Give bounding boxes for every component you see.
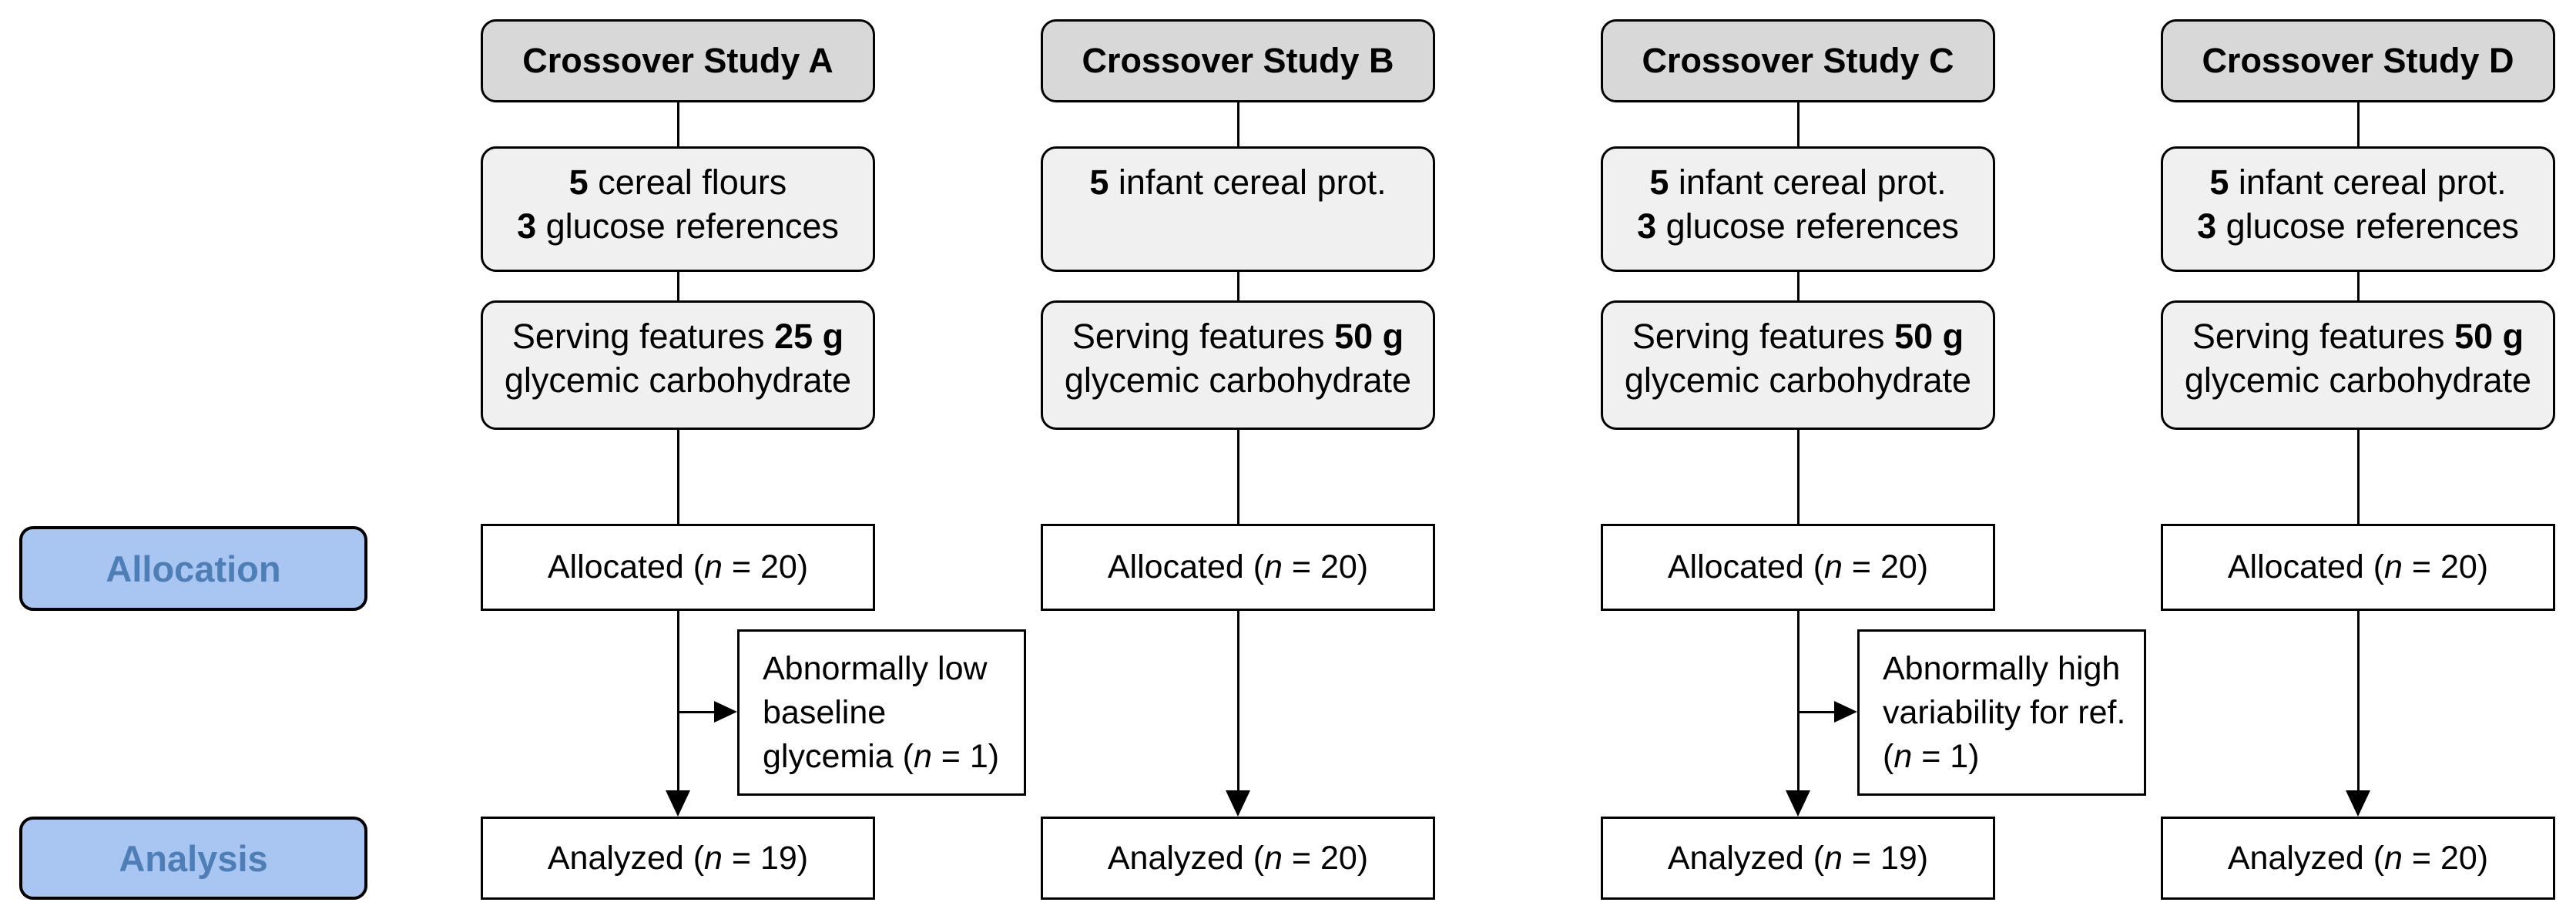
study-c-allocated-box: Allocated (n = 20) <box>1601 524 1995 611</box>
foods-line-2: 3 glucose references <box>1637 206 1959 246</box>
foods-line-1: 5 infant cereal prot. <box>2209 163 2507 202</box>
connector-line <box>1796 611 1800 793</box>
connector-line <box>676 272 679 300</box>
study-a-exclusion-box: Abnormally low baseline glycemia (n = 1) <box>737 629 1026 796</box>
connector-line <box>1236 102 1239 146</box>
study-c-foods-box: 5 infant cereal prot. 3 glucose referenc… <box>1601 146 1995 272</box>
study-c-exclusion-box: Abnormally high variability for ref. (n … <box>1857 629 2146 796</box>
study-d-title-box: Crossover Study D <box>2161 19 2555 102</box>
study-b-serving-box: Serving features 50 g glycemic carbohydr… <box>1041 300 1435 430</box>
exclusion-line-1: Abnormally low <box>763 649 988 687</box>
foods-line-2: 3 glucose references <box>517 206 839 246</box>
stage-label-analysis-text: Analysis <box>119 837 268 879</box>
arrow-right-icon <box>1834 701 1857 723</box>
study-d-column: Crossover Study D 5 infant cereal prot. … <box>2161 0 2555 919</box>
connector-line <box>2356 102 2360 146</box>
allocated-text: Allocated (n = 20) <box>1107 548 1369 585</box>
study-b-title: Crossover Study B <box>1082 41 1394 80</box>
study-c-column: Crossover Study C 5 infant cereal prot. … <box>1601 0 2146 919</box>
serving-line-2: glycemic carbohydrate <box>2184 361 2532 400</box>
connector-line <box>2356 272 2360 300</box>
study-d-allocated-box: Allocated (n = 20) <box>2161 524 2555 611</box>
analyzed-text: Analyzed (n = 20) <box>2227 839 2489 877</box>
foods-line-1: 5 infant cereal prot. <box>1649 163 1947 202</box>
connector-line <box>1236 272 1239 300</box>
allocated-text: Allocated (n = 20) <box>1667 548 1929 585</box>
connector-line <box>2356 430 2360 524</box>
arrow-down-icon <box>1786 790 1810 817</box>
study-b-allocated-box: Allocated (n = 20) <box>1041 524 1435 611</box>
study-d-analyzed-box: Analyzed (n = 20) <box>2161 817 2555 900</box>
study-c-title-box: Crossover Study C <box>1601 19 1995 102</box>
study-b-column: Crossover Study B 5 infant cereal prot. … <box>1041 0 1435 919</box>
study-a-title-box: Crossover Study A <box>481 19 875 102</box>
connector-line <box>1236 430 1239 524</box>
analyzed-text: Analyzed (n = 19) <box>1667 839 1929 877</box>
study-c-analyzed-box: Analyzed (n = 19) <box>1601 817 1995 900</box>
study-a-analyzed-box: Analyzed (n = 19) <box>481 817 875 900</box>
study-d-title: Crossover Study D <box>2202 41 2514 80</box>
exclusion-branch-line <box>1796 711 1836 713</box>
connector-line <box>676 102 679 146</box>
serving-line-1: Serving features 50 g <box>1072 317 1404 356</box>
study-b-title-box: Crossover Study B <box>1041 19 1435 102</box>
stage-label-allocation-text: Allocation <box>106 548 281 589</box>
arrow-down-icon <box>666 790 690 817</box>
connector-line <box>676 611 679 793</box>
study-d-serving-box: Serving features 50 g glycemic carbohydr… <box>2161 300 2555 430</box>
exclusion-line-3: glycemia (n = 1) <box>763 737 1000 775</box>
serving-line-2: glycemic carbohydrate <box>504 361 852 400</box>
arrow-right-icon <box>714 701 737 723</box>
serving-line-2: glycemic carbohydrate <box>1064 361 1412 400</box>
study-a-serving-box: Serving features 25 g glycemic carbohydr… <box>481 300 875 430</box>
allocated-text: Allocated (n = 20) <box>2227 548 2489 585</box>
arrow-down-icon <box>1226 790 1250 817</box>
foods-line-1: 5 cereal flours <box>569 163 787 202</box>
exclusion-branch-line <box>676 711 716 713</box>
connector-line <box>1236 611 1239 793</box>
foods-line-1: 5 infant cereal prot. <box>1089 163 1387 202</box>
serving-line-2: glycemic carbohydrate <box>1624 361 1972 400</box>
serving-line-1: Serving features 25 g <box>512 317 844 356</box>
study-a-title: Crossover Study A <box>522 41 834 80</box>
study-b-foods-box: 5 infant cereal prot. <box>1041 146 1435 272</box>
connector-line <box>1796 102 1800 146</box>
analyzed-text: Analyzed (n = 19) <box>547 839 809 877</box>
study-b-analyzed-box: Analyzed (n = 20) <box>1041 817 1435 900</box>
connector-line <box>2356 611 2360 793</box>
study-a-allocated-box: Allocated (n = 20) <box>481 524 875 611</box>
serving-line-1: Serving features 50 g <box>2192 317 2524 356</box>
exclusion-line-2: variability for ref. <box>1883 693 2126 731</box>
connector-line <box>1796 430 1800 524</box>
analyzed-text: Analyzed (n = 20) <box>1107 839 1369 877</box>
foods-line-2: 3 glucose references <box>2197 206 2519 246</box>
stage-label-allocation: Allocation <box>19 526 367 611</box>
arrow-down-icon <box>2346 790 2370 817</box>
stage-label-analysis: Analysis <box>19 817 367 900</box>
allocated-text: Allocated (n = 20) <box>547 548 809 585</box>
connector-line <box>1796 272 1800 300</box>
study-a-foods-box: 5 cereal flours 3 glucose references <box>481 146 875 272</box>
study-d-foods-box: 5 infant cereal prot. 3 glucose referenc… <box>2161 146 2555 272</box>
exclusion-line-2: baseline <box>763 693 887 731</box>
connector-line <box>676 430 679 524</box>
study-c-title: Crossover Study C <box>1642 41 1954 80</box>
study-c-serving-box: Serving features 50 g glycemic carbohydr… <box>1601 300 1995 430</box>
exclusion-line-1: Abnormally high <box>1883 649 2121 687</box>
serving-line-1: Serving features 50 g <box>1632 317 1964 356</box>
study-a-column: Crossover Study A 5 cereal flours 3 gluc… <box>481 0 1026 919</box>
exclusion-line-3: (n = 1) <box>1883 737 1980 775</box>
